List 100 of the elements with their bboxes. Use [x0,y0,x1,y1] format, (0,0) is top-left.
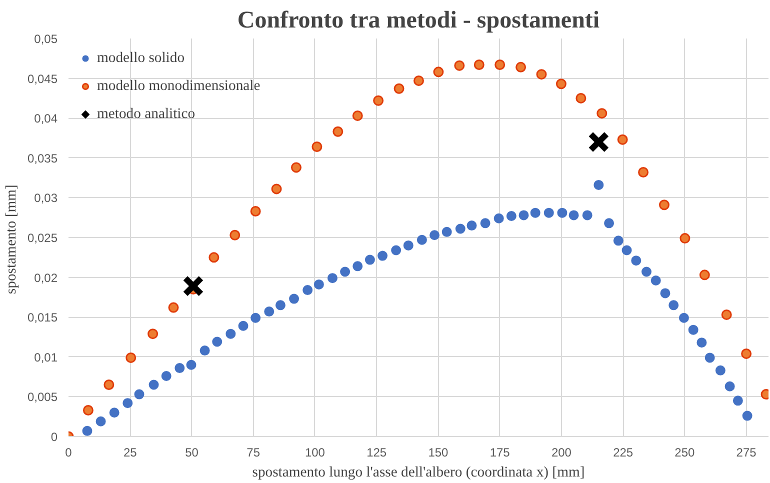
point [134,389,144,400]
point [230,230,240,240]
x-tick-label: 275 [736,446,757,460]
y-tick-label: 0 [50,430,58,444]
y-tick-label: 0,015 [27,310,58,325]
y-tick-label: 0,05 [34,32,58,46]
point [494,213,504,224]
point [617,134,628,145]
y-tick-label: 0,01 [34,350,58,364]
point [596,108,608,119]
point [480,218,490,228]
point [394,83,404,94]
point [455,224,466,234]
point [474,60,484,70]
point [314,279,324,290]
point [678,312,689,323]
point [186,360,196,370]
point [327,273,338,284]
point [594,180,604,190]
chart-title: Confronto tra metodi - spostamenti [237,8,600,34]
point [373,95,384,106]
x-tick-label: 150 [428,446,449,460]
point [378,250,388,261]
point [96,416,106,426]
point [168,302,179,313]
point [290,162,302,173]
x-tick-label: 75 [246,446,260,460]
point [332,126,344,137]
point [416,234,427,245]
legend-label: modello solido [97,50,185,66]
y-tick-label: 0,045 [27,72,58,86]
point [582,210,592,220]
y-tick-label: 0,02 [34,270,58,285]
point [650,275,661,286]
point [174,363,185,374]
x-tick-label: 175 [490,446,510,460]
y-tick-label: 0,025 [27,231,58,245]
point [126,352,136,363]
x-tick-label: 50 [185,446,199,460]
point [724,381,735,392]
point [403,240,414,250]
point [238,320,248,331]
point [721,309,732,320]
point [200,346,210,356]
point [576,92,586,104]
point [212,336,222,347]
point [364,254,375,265]
point [732,396,743,406]
point [275,300,286,310]
point [556,78,566,90]
y-tick-label: 0,035 [27,151,58,166]
point [352,261,363,272]
x-tick-label: 200 [551,446,572,460]
x-tick-label: 225 [613,446,634,460]
point [638,166,649,178]
point [557,208,568,218]
point [660,288,670,298]
point [518,210,529,220]
x-tick-label: 25 [123,446,138,460]
point [641,266,652,277]
legend-label: metodo analitico [97,106,196,122]
point [161,371,172,381]
legend-label: modello monodimensionale [97,78,260,94]
point [122,398,133,408]
point [536,69,547,80]
point [588,131,610,153]
point [182,275,204,297]
point [340,266,350,277]
y-tick-label: 0,04 [34,112,58,126]
y-axis-title: spostamento [mm] [3,184,20,294]
point [264,306,274,317]
point [622,245,632,256]
x-tick-label: 0 [65,446,72,460]
point [680,233,690,244]
y-tick-label: 0,03 [34,191,58,206]
point [631,256,642,266]
point [104,380,114,390]
point [516,62,526,72]
point [658,200,670,210]
point [413,75,424,86]
point [208,252,220,263]
point [250,312,261,323]
point [715,365,726,376]
point [391,245,402,256]
point [466,220,477,231]
point [604,218,614,228]
point [226,328,236,339]
point [148,380,159,390]
point [699,270,710,280]
point [442,226,452,237]
point [568,210,579,220]
point [109,408,120,418]
x-tick-label: 125 [366,446,387,460]
point [302,285,313,296]
point [544,208,554,218]
point [704,352,715,363]
point [82,404,94,416]
point [352,110,363,121]
point [696,338,707,348]
point [82,426,92,436]
